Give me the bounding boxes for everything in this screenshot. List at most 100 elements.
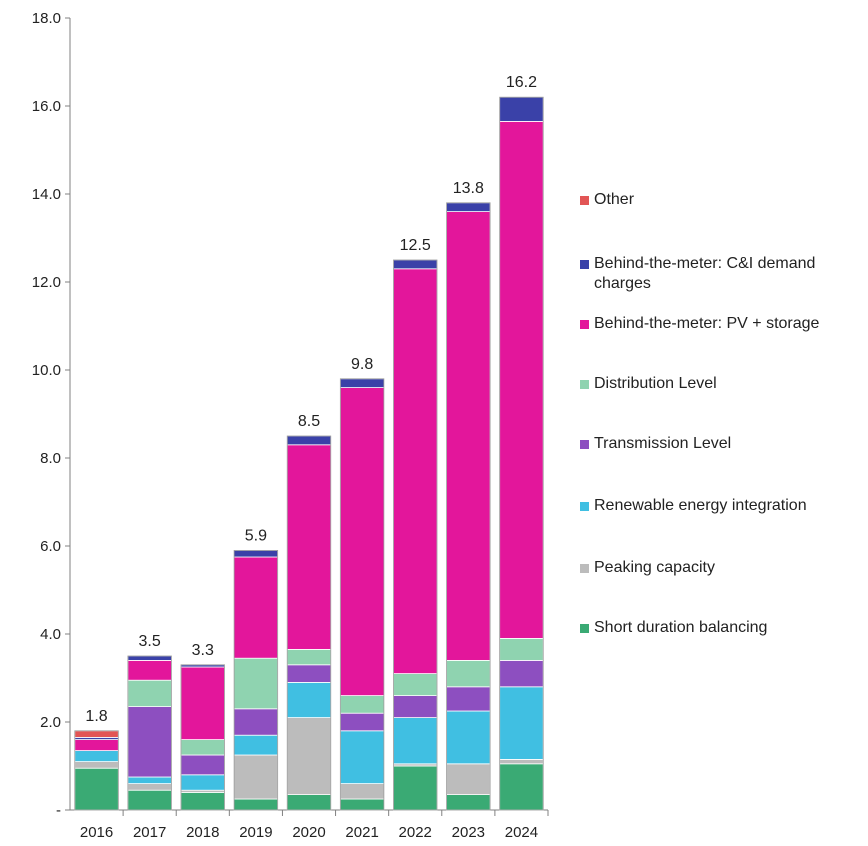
- y-tick-label: 18.0: [32, 10, 61, 27]
- total-label-2023: 13.8: [453, 180, 484, 197]
- bar-segment-2019-5: [233, 556, 279, 659]
- bar-segment-2020-1: [286, 717, 332, 795]
- bar-segment-2019-3: [233, 708, 279, 736]
- legend-label: Behind-the-meter: C&I demand charges: [594, 255, 816, 292]
- bar-segment-2021-3: [339, 712, 385, 732]
- bar-outline: [233, 550, 279, 811]
- total-label-2020: 8.5: [298, 413, 320, 430]
- y-tick-label: 2.0: [40, 714, 61, 731]
- legend-item-renewable-energy-integration: Renewable energy integration: [580, 496, 865, 516]
- y-tick-label: 16.0: [32, 98, 61, 115]
- x-tick-label: 2024: [505, 824, 538, 841]
- bar-segment-2021-4: [339, 695, 385, 714]
- bars: [74, 96, 544, 811]
- bar-outline: [499, 96, 544, 811]
- x-tick-label: 2020: [292, 824, 325, 841]
- y-tick-label: -: [56, 802, 61, 819]
- bar-outline: [446, 202, 491, 811]
- legend-item-btm-ci-demand-charges: Behind-the-meter: C&I demand charges: [580, 254, 865, 294]
- bar-segment-2019-0: [233, 798, 279, 811]
- bar-segment-2020-5: [286, 444, 332, 650]
- y-tick-label: 8.0: [40, 450, 61, 467]
- bar-outline: [339, 378, 385, 811]
- bar-segment-2024-6: [499, 96, 544, 122]
- bar-segment-2016-1: [74, 761, 119, 769]
- bar-segment-2018-2: [180, 774, 225, 791]
- legend-item-short-duration-balancing: Short duration balancing: [580, 618, 865, 638]
- bar-outline: [180, 664, 225, 811]
- bar-segment-2017-4: [127, 679, 172, 708]
- legend-label: Distribution Level: [594, 375, 717, 392]
- legend-swatch: [580, 260, 589, 269]
- bar-segment-2021-2: [339, 730, 385, 784]
- x-tick-label: 2019: [239, 824, 272, 841]
- legend-label: Transmission Level: [594, 435, 732, 452]
- bar-segment-2020-2: [286, 682, 332, 719]
- bar-segment-2021-0: [339, 798, 385, 811]
- y-tick-label: 14.0: [32, 186, 61, 203]
- bar-segment-2019-2: [233, 734, 279, 756]
- bar-segment-2023-3: [446, 686, 491, 712]
- y-tick-label: 10.0: [32, 362, 61, 379]
- total-label-2018: 3.3: [192, 642, 214, 659]
- bar-segment-2019-1: [233, 754, 279, 800]
- bar-segment-2021-5: [339, 387, 385, 697]
- bar-segment-2023-0: [446, 794, 491, 811]
- bar-segment-2022-0: [393, 765, 438, 811]
- bar-segment-2022-2: [393, 717, 438, 765]
- bar-segment-2018-3: [180, 754, 225, 776]
- y-tick-label: 6.0: [40, 538, 61, 555]
- bar-segment-2024-0: [499, 763, 544, 811]
- legend-swatch: [580, 380, 589, 389]
- bar-segment-2020-0: [286, 794, 332, 811]
- bar-segment-2017-1: [127, 783, 172, 791]
- bar-segment-2020-3: [286, 664, 332, 683]
- bar-segment-2023-2: [446, 710, 491, 765]
- legend-label: Other: [594, 191, 635, 208]
- bar-segment-2022-4: [393, 673, 438, 696]
- bar-segment-2023-4: [446, 660, 491, 688]
- bar-outline: [286, 435, 332, 811]
- bar-outline: [127, 655, 172, 811]
- bar-segment-2022-3: [393, 695, 438, 718]
- bar-segment-2018-0: [180, 792, 225, 811]
- bar-segment-2019-4: [233, 657, 279, 710]
- total-label-2022: 12.5: [400, 237, 431, 254]
- legend-item-distribution-level: Distribution Level: [580, 374, 865, 394]
- bar-outline: [393, 259, 438, 811]
- bar-segment-2023-1: [446, 763, 491, 795]
- bar-segment-2024-3: [499, 660, 544, 688]
- legend-swatch: [580, 624, 589, 633]
- total-label-2021: 9.8: [351, 356, 373, 373]
- x-tick-label: 2022: [399, 824, 432, 841]
- bar-segment-2021-1: [339, 783, 385, 800]
- y-axis: - 2.0 4.0 6.0 8.0 10.0 12.0 14.0 16.0 18.0: [32, 10, 71, 819]
- bar-segment-2024-5: [499, 121, 544, 639]
- x-tick-label: 2021: [345, 824, 378, 841]
- legend-label: Renewable energy integration: [594, 497, 807, 514]
- bar-segment-2022-5: [393, 268, 438, 674]
- legend-label: Short duration balancing: [594, 619, 768, 636]
- bar-segment-2017-0: [127, 789, 172, 811]
- bar-segment-2024-2: [499, 686, 544, 760]
- bar-segment-2023-5: [446, 211, 491, 661]
- bar-segment-2018-4: [180, 739, 225, 756]
- legend-swatch: [580, 320, 589, 329]
- y-tick-label: 12.0: [32, 274, 61, 291]
- legend-swatch: [580, 440, 589, 449]
- bar-segment-2016-2: [74, 750, 119, 762]
- total-label-2017: 3.5: [139, 633, 161, 650]
- x-tick-label: 2023: [452, 824, 485, 841]
- legend-swatch: [580, 196, 589, 205]
- bar-segment-2017-2: [127, 776, 172, 784]
- bar-segment-2022-6: [393, 259, 438, 270]
- legend-item-transmission-level: Transmission Level: [580, 434, 865, 454]
- x-axis: 2016 2017 2018 2019 2020 2021 2022 2023 2024: [70, 809, 549, 841]
- bar-segment-2019-6: [233, 550, 279, 558]
- total-label-2016: 1.8: [85, 708, 107, 725]
- legend-item-peaking-capacity: Peaking capacity: [580, 558, 865, 578]
- bar-segment-2024-1: [499, 759, 544, 765]
- total-label-2024: 16.2: [506, 74, 537, 91]
- total-label-2019: 5.9: [245, 527, 267, 544]
